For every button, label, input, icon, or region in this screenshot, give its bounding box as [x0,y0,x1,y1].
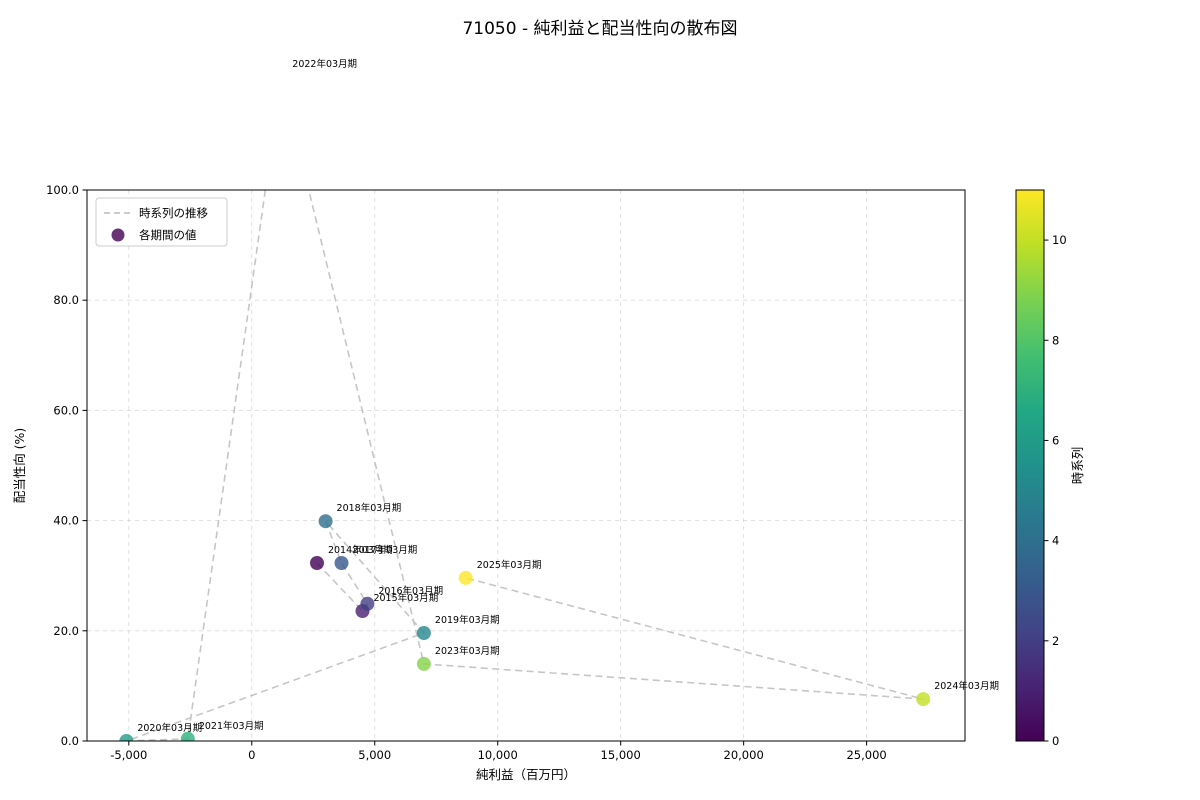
plot-border [86,189,966,742]
legend-label: 時系列の推移 [139,206,208,220]
y-tick-label: 60.0 [53,403,79,417]
colorbar-tick-label: 4 [1052,534,1059,548]
axes: -5,000 0 5,000 10,000 15,000 20,000 25,000 0.0 2… [12,183,966,782]
data-point [334,556,349,570]
y-axis-label: 配当性向 (%) [12,428,27,504]
x-tick-label: 15,000 [601,748,641,762]
point-label: 2014年03月期 [328,544,393,556]
data-point [180,731,195,741]
data-point [310,556,324,570]
data-point [916,692,931,707]
x-tick-label: -5,000 [110,748,147,762]
y-tick-label: 20.0 [53,624,79,638]
point-label: 2023年03月期 [435,645,500,657]
point-label: 2021年03月期 [199,720,264,732]
point-label: 2016年03月期 [378,585,443,597]
colorbar: 0 2 4 6 8 10 時系列 [1015,189,1085,748]
point-label: 2020年03月期 [137,722,202,734]
y-tick-label: 80.0 [53,293,79,307]
points-layer [119,70,931,741]
legend-box [95,197,228,247]
grid [87,189,965,742]
legend-label: 各期間の値 [139,228,197,242]
x-tick-label: 0 [248,748,255,762]
y-tick-label: 0.0 [61,734,79,748]
x-tick-label: 5,000 [358,748,391,762]
point-label: 2025年03月期 [477,559,542,571]
trajectory-layer [126,190,924,741]
colorbar-tick-label: 2 [1052,634,1059,648]
y-tick-label: 100.0 [46,183,79,197]
x-tick-label: 10,000 [478,748,518,762]
point-label: 2019年03月期 [435,614,500,626]
point-label: 2022年03月期 [292,58,357,70]
point-label: 2017年03月期 [353,544,418,556]
x-axis-label: 純利益（百万円） [476,767,576,782]
colorbar-tick-label: 6 [1052,433,1059,447]
data-point [416,626,431,640]
point-label: 2024年03月期 [934,680,999,692]
point-label: 2018年03月期 [337,502,402,514]
colorbar-tick-label: 0 [1052,734,1059,748]
data-point [318,514,333,529]
x-tick-label: 25,000 [846,748,886,762]
colorbar-label: 時系列 [1070,447,1085,485]
x-tick-label: 20,000 [724,748,764,762]
trajectory-line [126,190,924,741]
data-point [360,596,375,611]
chart-title: 71050 - 純利益と配当性向の散布図 [462,19,738,39]
data-point [119,734,134,741]
colorbar-gradient [1015,189,1045,742]
colorbar-tick-label: 8 [1052,333,1059,347]
data-point [416,656,431,671]
y-tick-label: 40.0 [53,514,79,528]
data-point [458,570,473,585]
data-point [274,70,288,84]
point-label: 2015年03月期 [373,592,438,604]
colorbar-tick-label: 10 [1052,233,1067,247]
legend-dot-sample [111,228,125,242]
